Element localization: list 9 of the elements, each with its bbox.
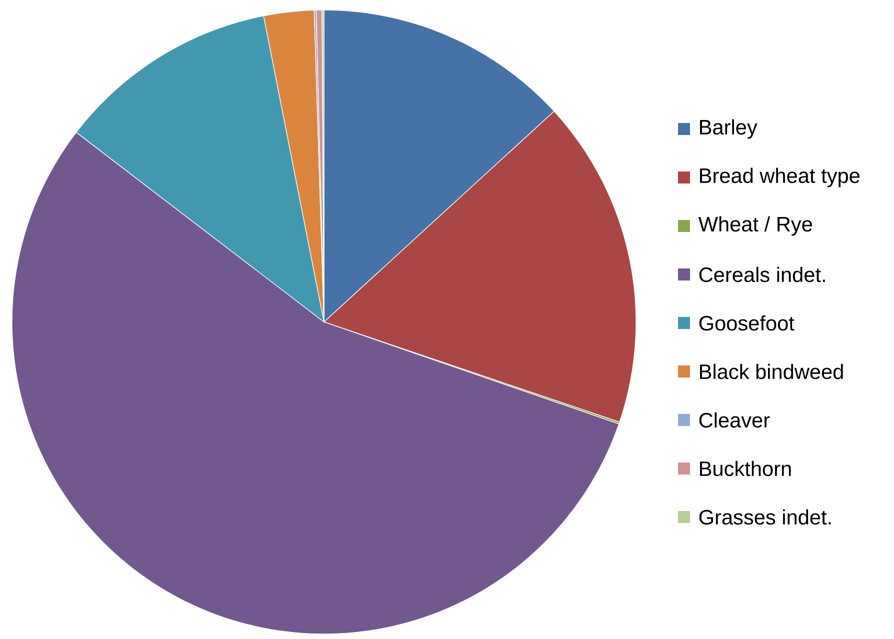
legend-label: Black bindweed xyxy=(700,364,843,380)
legend-label: Bread wheat type xyxy=(700,168,860,188)
legend-label: Cereals indet. xyxy=(699,266,825,282)
legend-label: Grasses indet. xyxy=(699,509,831,525)
legend-label: Barley xyxy=(700,119,758,139)
legend-label: Buckthorn xyxy=(700,460,791,476)
legend-label: Wheat / Rye xyxy=(698,216,812,236)
legend-label: Cleaver xyxy=(699,412,770,428)
legend-label: Goosefoot xyxy=(699,315,794,331)
